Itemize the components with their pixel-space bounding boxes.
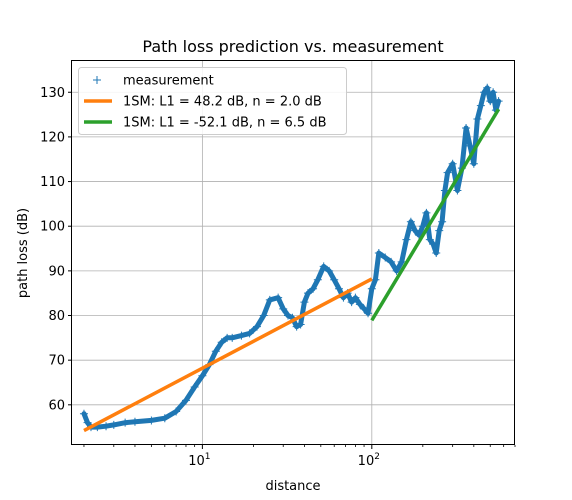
- y-tick-label: 100: [40, 220, 65, 235]
- y-tick-label: 70: [48, 354, 65, 369]
- legend-label: 1SM: L1 = 48.2 dB, n = 2.0 dB: [123, 95, 322, 110]
- y-tick-label: 130: [40, 86, 65, 101]
- x-axis-label: distance: [265, 479, 320, 494]
- legend-label: measurement: [123, 74, 214, 89]
- legend: measurement 1SM: L1 = 48.2 dB, n = 2.0 dB…: [79, 68, 347, 135]
- y-tick-label: 90: [48, 264, 65, 279]
- y-tick-label: 120: [40, 130, 65, 145]
- measurement-series: [80, 84, 503, 431]
- plot-series: [80, 84, 503, 431]
- y-tick-label: 80: [48, 309, 65, 324]
- fit-line-far: [372, 109, 499, 320]
- chart-title: Path loss prediction vs. measurement: [142, 37, 443, 56]
- x-tick-label: 102: [358, 452, 380, 469]
- y-axis-label: path loss (dB): [16, 208, 31, 298]
- fit-line-near: [84, 279, 372, 431]
- y-tick-label: 60: [48, 398, 65, 413]
- measurement-trace: [84, 88, 499, 427]
- legend-label: 1SM: L1 = -52.1 dB, n = 6.5 dB: [123, 116, 327, 131]
- x-tick-label: 101: [188, 452, 210, 469]
- y-tick-label: 110: [40, 175, 65, 190]
- measurement-point: [131, 418, 139, 426]
- axis-ticks: 101 102 60 70 80 90 100 110 120 130: [40, 86, 515, 469]
